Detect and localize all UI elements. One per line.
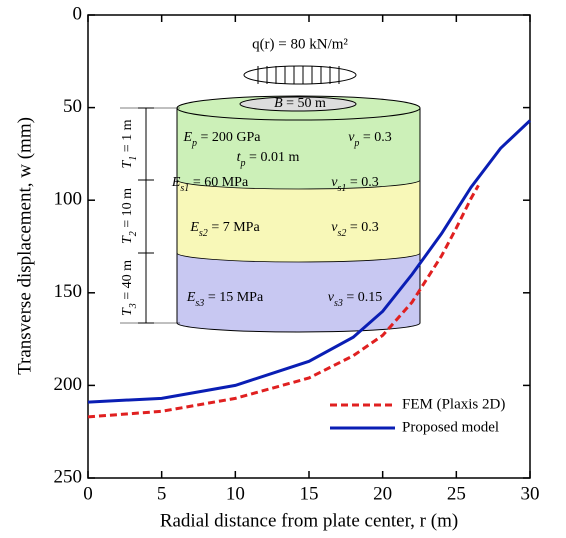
symbol: ν	[328, 290, 335, 305]
symbol: ν	[331, 175, 338, 190]
value: = 0.3	[346, 175, 378, 190]
series-line	[87, 184, 480, 419]
y-tick-label: 200	[54, 374, 83, 395]
symbol: E	[182, 130, 192, 145]
x-tick-label: 15	[300, 483, 319, 504]
value: = 1 m	[120, 119, 135, 155]
legend-label: Proposed model	[402, 419, 499, 435]
x-axis-label: Radial distance from plate center, r (m)	[160, 510, 458, 531]
width-value: = 50 m	[283, 96, 326, 111]
x-tick-label: 0	[83, 483, 93, 504]
inset-label: νs2 = 0.3	[331, 220, 379, 239]
inset-label: Es1 = 60 MPa	[171, 175, 249, 194]
x-tick-label: 5	[157, 483, 167, 504]
width-symbol: B	[274, 96, 283, 111]
y-tick-label: 50	[63, 96, 82, 117]
inset-label: T2 = 10 m	[120, 188, 139, 244]
x-tick-label: 25	[447, 483, 466, 504]
inset-label: Ep = 200 GPa	[182, 130, 261, 149]
inset-label: νp = 0.3	[348, 130, 392, 149]
subscript: s3	[334, 298, 343, 309]
subscript: s2	[337, 228, 346, 239]
subscript: p	[240, 158, 246, 169]
plate	[239, 96, 357, 112]
symbol: ν	[348, 130, 355, 145]
value: = 0.3	[359, 130, 391, 145]
value: = 40 m	[120, 260, 135, 303]
subscript: p	[353, 138, 359, 149]
subscript: s3	[195, 298, 204, 309]
y-tick-label: 150	[54, 281, 83, 302]
load-label: q(r) = 80 kN/m²	[252, 36, 348, 52]
load-arrows	[257, 66, 340, 84]
inset-label: tp = 0.01 m	[237, 150, 300, 169]
x-tick-label: 10	[226, 483, 245, 504]
subscript: p	[191, 138, 197, 149]
inset-label: νs3 = 0.15	[328, 290, 383, 309]
series-line	[87, 119, 532, 404]
subscript: s1	[337, 183, 346, 194]
y-axis-label: Transverse displacement, w (mm)	[14, 117, 35, 375]
value: = 10 m	[120, 188, 135, 231]
value: = 60 MPa	[189, 175, 249, 190]
symbol: T	[120, 307, 135, 316]
subscript: 1	[128, 156, 139, 161]
inset-label: νs1 = 0.3	[331, 175, 379, 194]
subscript: s2	[199, 228, 208, 239]
symbol: E	[171, 175, 181, 190]
legend-label: FEM (Plaxis 2D)	[402, 396, 505, 412]
cylinder-sides	[176, 108, 421, 323]
value: = 200 GPa	[197, 130, 261, 145]
layer-3-fill	[177, 253, 420, 323]
inset-label: T3 = 40 m	[120, 260, 139, 316]
x-tick-label: 30	[521, 483, 540, 504]
inset-label: Es2 = 7 MPa	[189, 220, 260, 239]
value: = 7 MPa	[208, 220, 261, 235]
load-ellipse	[243, 65, 357, 85]
inset-label: T1 = 1 m	[120, 119, 139, 168]
y-tick-label: 250	[54, 466, 83, 487]
subscript: s1	[180, 183, 189, 194]
symbol: T	[120, 160, 135, 169]
width-label: B = 50 m	[274, 96, 326, 111]
subscript: 2	[128, 231, 139, 236]
subscript: 3	[128, 303, 139, 309]
symbol: t	[237, 150, 242, 165]
value: = 0.01 m	[246, 150, 300, 165]
dimension-guides	[120, 107, 180, 324]
symbol: ν	[331, 220, 338, 235]
symbol: T	[120, 235, 135, 244]
value: = 0.15	[343, 290, 382, 305]
inset-label: Es3 = 15 MPa	[186, 290, 264, 309]
symbol: E	[189, 220, 199, 235]
value: = 15 MPa	[204, 290, 264, 305]
y-tick-label: 0	[73, 3, 83, 24]
inset-diagram: q(r) = 80 kN/m² B = 50 m	[120, 36, 421, 333]
dimension-line	[138, 107, 154, 324]
y-tick-label: 100	[54, 189, 83, 210]
x-tick-label: 20	[373, 483, 392, 504]
layer-2-fill	[177, 180, 420, 253]
symbol: E	[186, 290, 196, 305]
value: = 0.3	[346, 220, 378, 235]
